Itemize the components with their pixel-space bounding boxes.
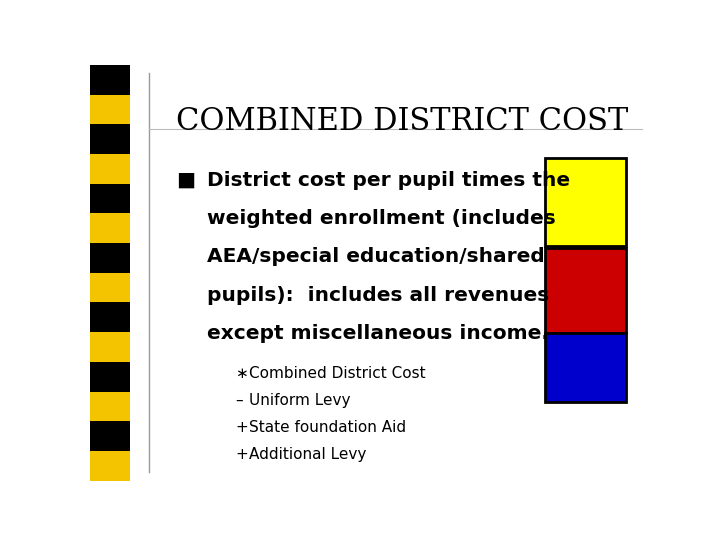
Bar — [90, 154, 130, 184]
Bar — [90, 392, 130, 421]
Text: –: – — [235, 393, 243, 408]
Bar — [545, 333, 626, 402]
Text: Combined District Cost: Combined District Cost — [249, 366, 426, 381]
Bar — [90, 94, 130, 124]
Text: pupils):  includes all revenues: pupils): includes all revenues — [207, 286, 549, 305]
Bar — [90, 124, 130, 154]
Text: COMBINED DISTRICT COST: COMBINED DISTRICT COST — [176, 106, 629, 137]
Text: Additional Levy: Additional Levy — [249, 447, 366, 462]
Text: State foundation Aid: State foundation Aid — [249, 420, 406, 435]
Text: +: + — [235, 447, 248, 462]
Bar — [90, 213, 130, 243]
Bar — [545, 158, 626, 246]
Text: District cost per pupil times the: District cost per pupil times the — [207, 171, 570, 190]
Bar — [90, 362, 130, 392]
Text: ∗: ∗ — [235, 366, 248, 381]
Bar — [90, 184, 130, 213]
Bar — [90, 65, 130, 94]
Text: AEA/special education/shared: AEA/special education/shared — [207, 247, 545, 266]
Bar — [90, 273, 130, 302]
Bar — [90, 302, 130, 332]
Bar — [90, 332, 130, 362]
Text: +: + — [235, 420, 248, 435]
Text: except miscellaneous income.: except miscellaneous income. — [207, 324, 549, 343]
Text: Uniform Levy: Uniform Levy — [249, 393, 351, 408]
Bar — [90, 243, 130, 273]
Bar — [545, 248, 626, 333]
Text: ■: ■ — [176, 171, 196, 190]
Bar — [90, 421, 130, 451]
Text: weighted enrollment (includes: weighted enrollment (includes — [207, 209, 556, 228]
Bar — [90, 451, 130, 481]
